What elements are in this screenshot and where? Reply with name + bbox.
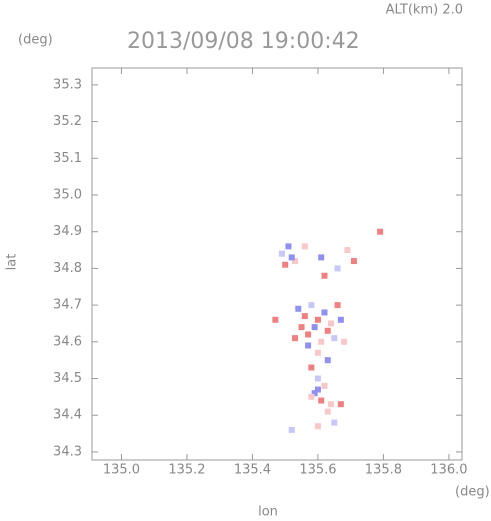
y-unit: (deg)	[18, 33, 53, 48]
radar-cell	[321, 309, 328, 316]
radar-cell	[292, 258, 299, 265]
x-tick-label: 136.0	[430, 463, 467, 478]
radar-cell	[314, 316, 321, 323]
radar-cell	[341, 338, 348, 345]
chart-subtitle: ALT(km) 2.0	[386, 3, 463, 18]
y-axis-label: lat	[5, 254, 20, 271]
x-tick-label: 135.8	[365, 463, 402, 478]
y-tick-label: 34.9	[53, 224, 82, 239]
radar-cell	[321, 272, 328, 279]
radar-cell	[305, 342, 312, 349]
y-tick-label: 34.5	[53, 371, 82, 386]
radar-cell	[272, 316, 279, 323]
radar-cell	[334, 302, 341, 309]
y-tick-label: 34.7	[53, 298, 82, 313]
x-tick-label: 135.6	[299, 463, 336, 478]
radar-cell	[278, 250, 285, 257]
radar-cell	[295, 305, 302, 312]
x-tick-label: 135.2	[168, 463, 205, 478]
radar-cell	[301, 313, 308, 320]
x-unit: (deg)	[455, 485, 490, 500]
y-tick-label: 35.2	[53, 114, 82, 129]
radar-cell	[308, 302, 315, 309]
radar-cell	[334, 265, 341, 272]
plot-frame	[91, 67, 463, 461]
radar-cell	[288, 254, 295, 261]
radar-cell	[314, 349, 321, 356]
radar-cell	[298, 324, 305, 331]
radar-cell	[331, 419, 338, 426]
radar-cell	[288, 426, 295, 433]
radar-cell	[318, 338, 325, 345]
radar-cell	[324, 357, 331, 364]
radar-cell	[321, 382, 328, 389]
y-tick-label: 34.4	[53, 408, 82, 423]
radar-cell	[305, 331, 312, 338]
radar-cell	[331, 335, 338, 342]
radar-cell	[314, 375, 321, 382]
radar-cell	[324, 327, 331, 334]
radar-cell	[292, 335, 299, 342]
radar-cell	[328, 320, 335, 327]
radar-cell	[311, 390, 318, 397]
radar-cell	[318, 254, 325, 261]
radar-cell	[285, 243, 292, 250]
chart-title: 2013/09/08 19:00:42	[127, 29, 360, 54]
radar-cell	[308, 393, 315, 400]
radar-cell	[377, 228, 384, 235]
y-tick-label: 35.3	[53, 77, 82, 92]
y-tick-label: 34.3	[53, 444, 82, 459]
radar-cell	[314, 386, 321, 393]
radar-cell	[311, 324, 318, 331]
radar-cell	[282, 261, 289, 268]
radar-cell	[337, 316, 344, 323]
x-axis-label: lon	[258, 505, 278, 520]
radar-cell	[344, 247, 351, 254]
radar-cell	[324, 408, 331, 415]
y-tick-label: 35.1	[53, 151, 82, 166]
radar-cell	[350, 258, 357, 265]
radar-cell	[314, 423, 321, 430]
radar-cell	[308, 364, 315, 371]
y-tick-label: 35.0	[53, 187, 82, 202]
radar-cell	[328, 401, 335, 408]
radar-cell	[318, 397, 325, 404]
radar-cell	[301, 243, 308, 250]
radar-cell	[337, 401, 344, 408]
x-tick-label: 135.4	[234, 463, 271, 478]
x-tick-label: 135.0	[103, 463, 140, 478]
y-tick-label: 34.6	[53, 334, 82, 349]
y-tick-label: 34.8	[53, 261, 82, 276]
